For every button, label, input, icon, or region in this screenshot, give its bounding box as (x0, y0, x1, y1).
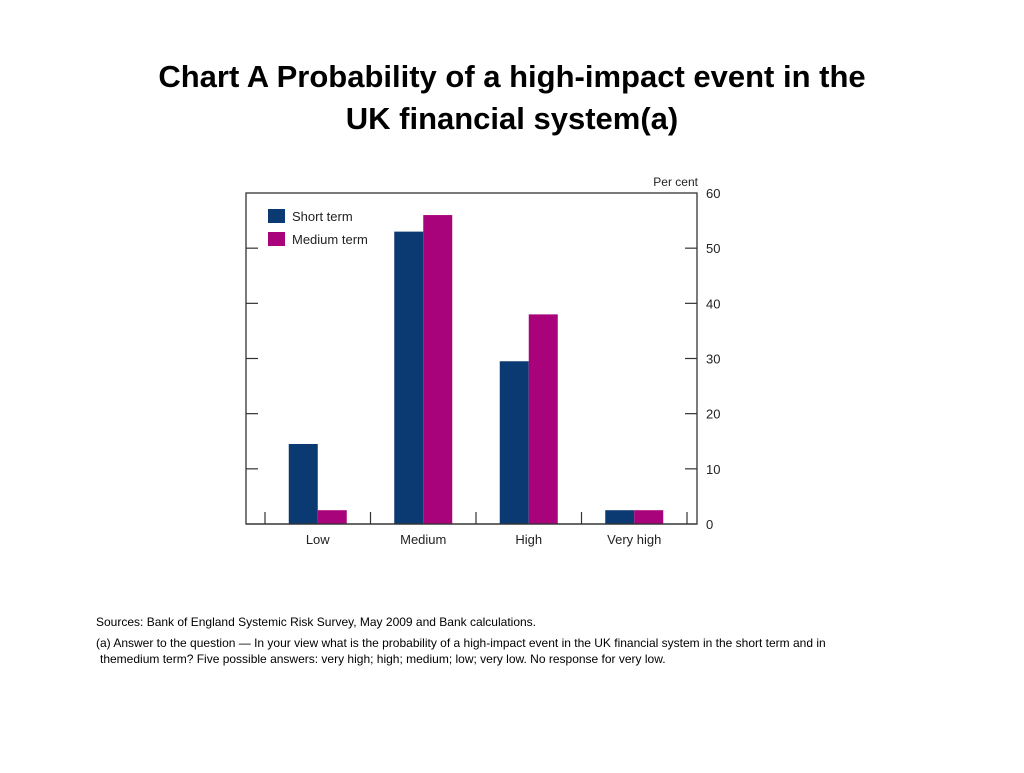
y-axis-label: Per cent (653, 175, 698, 189)
x-tick-label: Medium (400, 532, 446, 547)
legend-label-medium-term: Medium term (292, 232, 368, 247)
y-tick-label: 50 (706, 241, 720, 256)
x-tick-label: Low (306, 532, 330, 547)
chart-title: Chart A Probability of a high-impact eve… (0, 56, 1024, 140)
bar-short-term-medium (394, 231, 424, 524)
legend-label-short-term: Short term (292, 209, 353, 224)
bar-medium-term-high (528, 314, 558, 524)
bar-short-term-high (499, 361, 529, 524)
footnote-a-line-1: (a) Answer to the question — In your vie… (96, 636, 826, 650)
bar-medium-term-low (317, 510, 347, 524)
y-tick-label: 0 (706, 517, 713, 532)
legend-swatch-medium-term (268, 232, 285, 246)
legend-swatch-short-term (268, 209, 285, 223)
y-tick-label: 10 (706, 462, 720, 477)
footnote-a: (a) Answer to the question — In your vie… (96, 635, 996, 667)
x-tick-label: Very high (607, 532, 661, 547)
chart-notes: Sources: Bank of England Systemic Risk S… (96, 614, 996, 672)
y-tick-label: 30 (706, 352, 720, 367)
bar-short-term-very-high (605, 510, 635, 524)
y-tick-label: 20 (706, 407, 720, 422)
chart-title-line-1: Chart A Probability of a high-impact eve… (158, 59, 866, 94)
y-tick-label: 40 (706, 296, 720, 311)
sources-note: Sources: Bank of England Systemic Risk S… (96, 615, 536, 629)
bar-medium-term-medium (423, 215, 453, 525)
bar-medium-term-very-high (634, 510, 664, 524)
x-tick-label: High (515, 532, 542, 547)
footnote-a-line-2: themedium term? Five possible answers: v… (100, 652, 666, 666)
chart-title-line-2: UK financial system(a) (345, 101, 679, 136)
y-tick-label: 60 (706, 186, 720, 201)
bar-short-term-low (288, 444, 318, 524)
